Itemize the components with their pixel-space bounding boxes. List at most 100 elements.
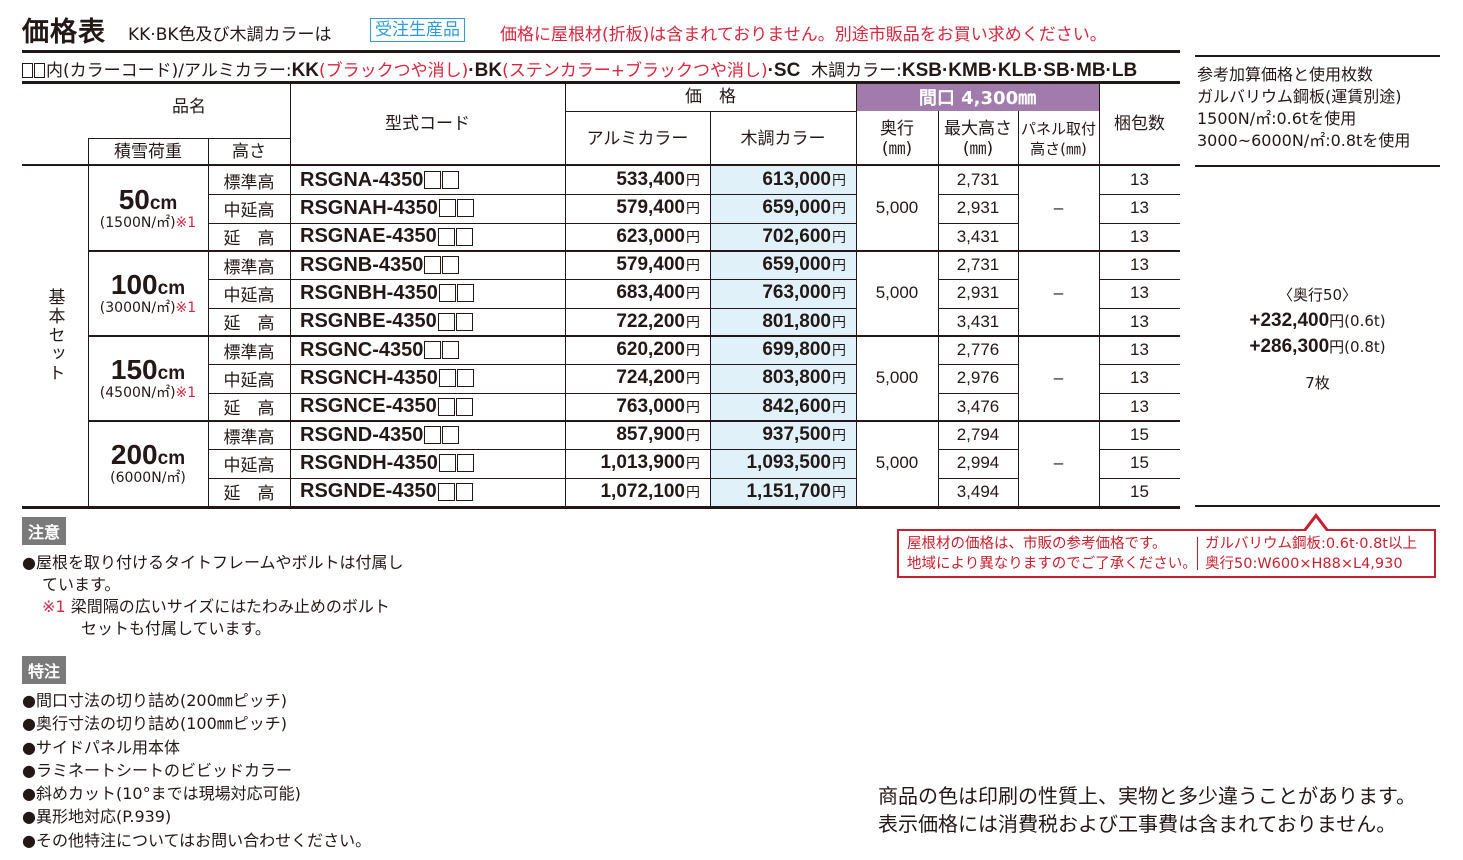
reference-price-06: +232,400円(0.6t) xyxy=(1195,308,1440,334)
height-type: 標準高 xyxy=(223,427,275,448)
header-pack-count: 梱包数 xyxy=(1114,114,1165,134)
footnote-mark: ※1 xyxy=(175,300,197,317)
wood-price-value: 659,000 xyxy=(762,254,831,276)
row-divider xyxy=(938,279,1018,281)
alu-price-value: 623,000 xyxy=(616,225,685,247)
row-divider xyxy=(208,222,856,224)
header-panel-height: パネル取付 高さ(㎜) xyxy=(1018,111,1099,166)
row-divider xyxy=(1099,279,1180,281)
header-price: 価 格 xyxy=(685,86,736,107)
divider xyxy=(1195,165,1440,167)
yen-unit: 円 xyxy=(832,428,846,445)
wood-price-value: 659,000 xyxy=(762,197,831,219)
model-code-text: RSGNAH-4350 xyxy=(300,196,438,219)
wood-price: 702,600 円 xyxy=(710,223,856,251)
snow-depth: 100cm xyxy=(111,269,185,301)
row-divider xyxy=(208,194,856,196)
row-divider xyxy=(938,392,1018,394)
special-item: ●奥行寸法の切り詰め(100㎜ピッチ) xyxy=(22,714,287,734)
color-code-box-icon xyxy=(455,397,473,416)
snow-depth-unit: cm xyxy=(149,193,178,215)
row-divider xyxy=(1099,364,1180,366)
yen-unit: 円 xyxy=(686,371,700,388)
column-divider xyxy=(565,82,566,506)
row-divider xyxy=(938,307,1018,309)
alu-price-value: 683,400 xyxy=(616,282,685,304)
model-code-text: RSGNB-4350 xyxy=(300,253,424,276)
color-code-box-icon xyxy=(456,199,474,218)
yen-unit: 円 xyxy=(832,343,846,360)
color-code-box-icon xyxy=(437,312,455,331)
max-height-value: 2,994 xyxy=(956,453,1000,473)
height-type: 延 高 xyxy=(223,229,275,250)
wood-price-value: 763,000 xyxy=(762,282,831,304)
wood-price-value: 613,000 xyxy=(762,169,831,191)
color-code-box-icon xyxy=(438,284,456,303)
yen-unit: 円 xyxy=(686,173,700,190)
caution-item: ●屋根を取り付けるタイトフレームやボルトは付属し xyxy=(22,553,404,572)
alu-price: 623,000 円 xyxy=(565,223,710,251)
alu-price-value: 724,200 xyxy=(616,367,685,389)
alu-price-value: 857,900 xyxy=(616,424,685,446)
wood-price: 659,000 円 xyxy=(710,194,856,222)
reference-line: 3000~6000N/㎡:0.8tを使用 xyxy=(1197,131,1411,150)
header-wood-color: 木調カラー xyxy=(740,128,826,149)
snow-load: (3000N/㎡)※1 xyxy=(99,300,197,317)
model-code-text: RSGNDH-4350 xyxy=(300,451,438,474)
reference-prices: 〈奥行50〉 +232,400円(0.6t) +286,300円(0.8t) 7… xyxy=(1195,282,1440,396)
header-max-height-label: 最大高さ xyxy=(944,118,1012,139)
alu-price: 579,400 円 xyxy=(565,251,710,279)
color-code-box-icon xyxy=(455,312,473,331)
footnote-mark: ※1 xyxy=(175,385,197,402)
alu-price-value: 763,000 xyxy=(616,395,685,417)
max-height-value: 2,931 xyxy=(956,283,1000,303)
snow-load-cell: 150cm (4500N/㎡)※1 xyxy=(88,336,208,421)
color-code-prefix: 内(カラーコード)/アルミカラー: xyxy=(46,61,292,81)
pack-count-value: 13 xyxy=(1130,311,1149,331)
row-divider xyxy=(208,307,856,309)
color-code-box-icon xyxy=(437,482,455,501)
model-code: RSGNAH-4350 xyxy=(290,194,565,222)
header-snow-load: 積雪荷重 xyxy=(114,142,182,162)
height-type: 中延高 xyxy=(223,200,275,221)
row-divider xyxy=(208,279,856,281)
snow-depth: 50cm xyxy=(119,184,178,216)
pack-count-value: 15 xyxy=(1130,453,1149,473)
wood-price: 803,800 円 xyxy=(710,364,856,392)
yen-unit: 円 xyxy=(686,484,700,501)
group-divider xyxy=(88,249,1180,252)
wood-color-codes: KSB·KMB·KLB·SB·MB·LB xyxy=(901,60,1138,81)
row-divider xyxy=(208,392,856,394)
color-code-row: 内(カラーコード)/アルミカラー:KK(ブラックつや消し)·BK(ステンカラー+… xyxy=(22,56,1137,82)
row-divider xyxy=(938,449,1018,451)
wood-price: 659,000 円 xyxy=(710,251,856,279)
divider xyxy=(1195,505,1440,507)
wood-price-value: 1,093,500 xyxy=(746,452,831,474)
snow-load-value: (6000N/㎡) xyxy=(110,470,186,487)
wood-price: 842,600 円 xyxy=(710,393,856,421)
model-code: RSGNCE-4350 xyxy=(290,393,565,421)
model-code: RSGNBE-4350 xyxy=(290,308,565,336)
model-code-text: RSGND-4350 xyxy=(300,423,424,446)
panel-height-value: – xyxy=(1053,198,1064,218)
snow-load-value: (3000N/㎡) xyxy=(99,300,176,317)
table-top-border xyxy=(22,81,1180,84)
max-height-value: 2,731 xyxy=(956,255,1000,275)
height-type: 中延高 xyxy=(223,285,275,306)
color-code-box-icon xyxy=(424,171,442,190)
pack-count-value: 13 xyxy=(1130,255,1149,275)
notice-line: 奥行50:W600×H88×L4,930 xyxy=(1205,556,1403,572)
yen-unit: 円 xyxy=(832,201,846,218)
alu-price: 620,200 円 xyxy=(565,336,710,364)
color-code-box-icon xyxy=(438,454,456,473)
depth-value: 5,000 xyxy=(875,198,919,218)
height-type: 中延高 xyxy=(223,455,275,476)
yen-unit: 円 xyxy=(686,399,700,416)
row-divider xyxy=(208,449,856,451)
wood-price: 613,000 円 xyxy=(710,166,856,194)
notice-line: 屋根材の価格は、市販の参考価格です。 xyxy=(907,536,1167,552)
code-bk: BK xyxy=(474,60,503,81)
wood-price: 801,800 円 xyxy=(710,308,856,336)
alu-price-value: 1,013,900 xyxy=(600,452,685,474)
roof-price-notice: 屋根材の価格は、市販の参考価格です。 地域により異なりますのでご了承ください。 … xyxy=(897,529,1436,578)
